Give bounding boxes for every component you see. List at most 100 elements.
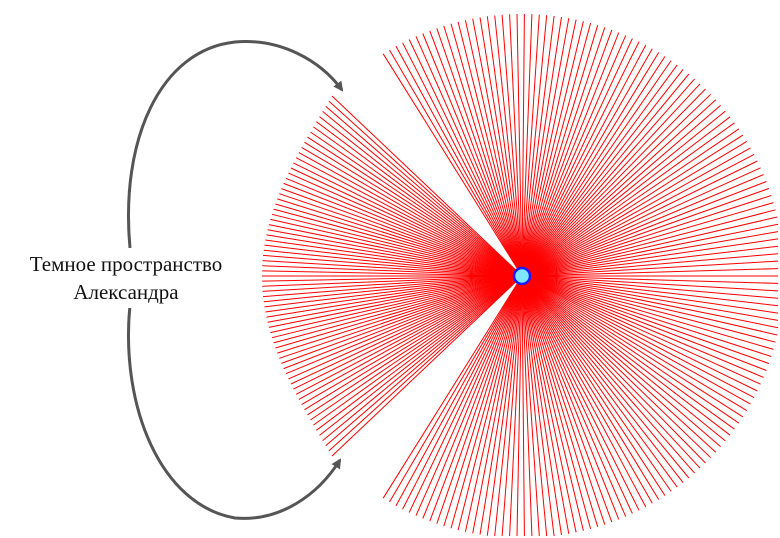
- ray-65: [521, 202, 774, 277]
- ray-218: [322, 275, 523, 441]
- ray-149: [389, 275, 523, 503]
- ray-217: [319, 275, 523, 436]
- ray-133: [501, 275, 523, 537]
- ray-127: [521, 275, 548, 537]
- ray-151: [331, 95, 523, 277]
- ray-36: [521, 41, 640, 277]
- ray-49: [521, 99, 717, 277]
- ray-45: [521, 78, 695, 277]
- ray-145: [415, 275, 523, 516]
- ray-72: [521, 253, 779, 277]
- ray-58: [521, 153, 755, 277]
- ray-54: [521, 128, 740, 277]
- ray-160: [304, 141, 523, 277]
- ray-66: [521, 209, 776, 277]
- ray-5: [415, 36, 523, 277]
- ray-117: [521, 275, 620, 520]
- ray-1: [389, 49, 523, 277]
- ray-109: [521, 275, 672, 492]
- ray-80: [521, 275, 779, 314]
- ray-37: [521, 44, 647, 277]
- ray-51: [521, 110, 726, 277]
- ray-67: [521, 216, 778, 277]
- ray-81: [521, 275, 779, 321]
- ray-141: [443, 275, 523, 527]
- ray-60: [521, 167, 761, 277]
- ray-129: [521, 275, 533, 537]
- ray-207: [290, 275, 523, 385]
- ray-104: [521, 275, 701, 469]
- ray-40: [521, 56, 666, 277]
- ray-178: [266, 234, 523, 277]
- ray-90: [521, 275, 761, 385]
- ray-216: [316, 275, 523, 431]
- ray-190: [263, 275, 523, 298]
- ray-221: [331, 275, 523, 457]
- ray-179: [265, 239, 523, 277]
- ray-197: [270, 275, 523, 334]
- ray-3: [402, 42, 523, 277]
- ray-161: [301, 146, 523, 277]
- ray-146: [408, 275, 523, 513]
- ray-0: [382, 53, 523, 277]
- ray-27: [521, 19, 577, 277]
- ray-167: [285, 177, 523, 277]
- ray-28: [521, 21, 584, 277]
- ray-170: [279, 193, 523, 277]
- ray-25: [521, 16, 562, 277]
- ray-11: [457, 21, 523, 277]
- ray-87: [521, 275, 770, 364]
- ray-122: [521, 275, 584, 531]
- ray-181: [263, 249, 523, 277]
- ray-206: [288, 275, 523, 380]
- ray-53: [521, 122, 735, 277]
- ray-110: [521, 275, 666, 496]
- ray-157: [313, 126, 523, 277]
- ray-156: [316, 121, 523, 277]
- ray-135: [486, 275, 523, 536]
- ray-46: [521, 83, 701, 277]
- ray-24: [521, 15, 555, 277]
- ray-71: [521, 245, 779, 277]
- ray-113: [521, 275, 647, 508]
- ray-195: [267, 275, 523, 323]
- label-line-1: Темное пространство: [29, 252, 223, 276]
- ray-55: [521, 134, 744, 277]
- ray-73: [521, 260, 779, 277]
- ray-96: [521, 275, 740, 424]
- ray-23: [521, 15, 548, 277]
- ray-128: [521, 275, 540, 537]
- ray-91: [521, 275, 758, 392]
- ray-136: [479, 275, 523, 535]
- ray-116: [521, 275, 627, 517]
- ray-50: [521, 104, 722, 277]
- ray-211: [301, 275, 523, 406]
- ray-159: [307, 136, 523, 277]
- ray-82: [521, 275, 779, 329]
- ray-41: [521, 60, 672, 277]
- ray-48: [521, 93, 712, 277]
- ray-78: [521, 275, 779, 299]
- ray-172: [275, 203, 523, 277]
- ray-69: [521, 231, 779, 277]
- ray-103: [521, 275, 706, 464]
- ray-155: [319, 116, 523, 277]
- ray-174: [271, 213, 523, 277]
- ray-220: [328, 275, 523, 452]
- ray-118: [521, 275, 613, 523]
- ray-12: [464, 20, 523, 277]
- ray-8: [436, 28, 523, 277]
- ray-59: [521, 160, 758, 277]
- ray-163: [295, 157, 523, 277]
- ray-64: [521, 195, 772, 277]
- ray-95: [521, 275, 744, 418]
- ray-138: [464, 275, 523, 532]
- ray-30: [521, 25, 599, 277]
- ray-98: [521, 275, 731, 436]
- ray-107: [521, 275, 684, 483]
- ray-171: [277, 198, 523, 277]
- ray-62: [521, 181, 767, 277]
- ray-29: [521, 22, 592, 277]
- ray-10: [450, 23, 523, 277]
- ray-177: [267, 229, 523, 277]
